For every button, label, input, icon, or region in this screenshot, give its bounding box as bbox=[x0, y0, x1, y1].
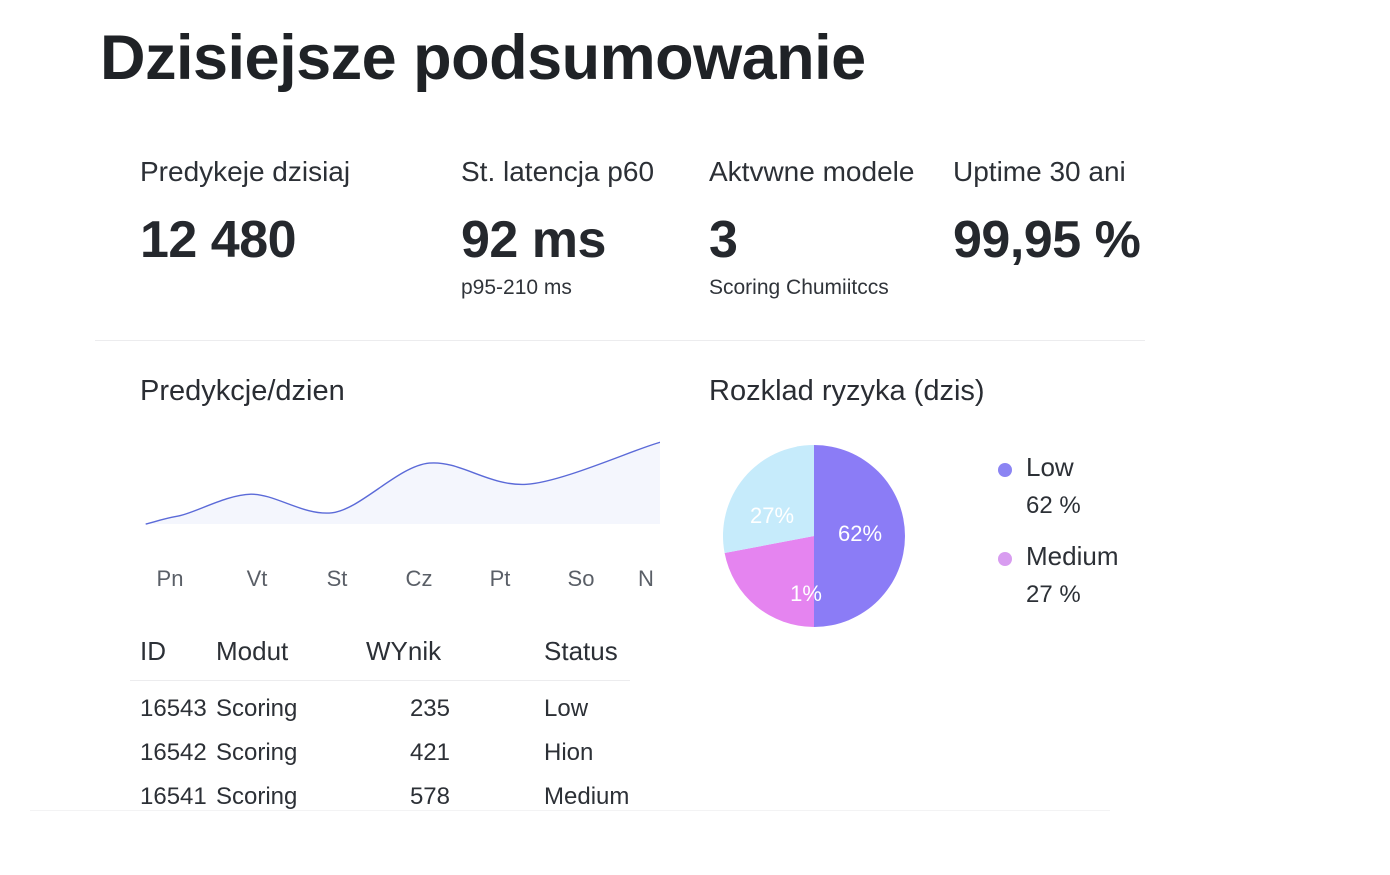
kpi-value: 3 bbox=[709, 211, 738, 269]
x-tick-label: St bbox=[326, 566, 348, 591]
kpi-subtext: p95-210 ms bbox=[461, 276, 572, 299]
kpi-active-models: Aktvwne modele 3 Scoring Chumiitccs bbox=[709, 156, 914, 300]
cell-score: 578 bbox=[409, 783, 450, 810]
cell-model: Scoring bbox=[216, 783, 298, 810]
kpi-label: Uptime 30 ani bbox=[953, 156, 1126, 187]
pie-slice[interactable] bbox=[724, 536, 814, 627]
legend-value: 27 % bbox=[1026, 581, 1081, 608]
table-header-divider bbox=[130, 680, 630, 681]
pie-slice-label: 62% bbox=[838, 521, 882, 546]
pie-slice[interactable] bbox=[722, 445, 814, 554]
cell-id: 16543 bbox=[140, 695, 207, 722]
kpi-latency: St. latencja p60 92 ms p95-210 ms bbox=[461, 156, 654, 300]
cell-score: 235 bbox=[409, 695, 450, 722]
x-tick-label: Pt bbox=[489, 566, 511, 591]
page-title: Dzisiejsze podsumowanie bbox=[100, 23, 866, 93]
x-tick-label: So bbox=[567, 566, 595, 591]
table-header-id[interactable]: ID bbox=[140, 636, 166, 666]
table-header-status[interactable]: Status bbox=[544, 636, 618, 666]
table-bottom-divider bbox=[30, 810, 1110, 811]
x-tick-label: Vt bbox=[246, 566, 268, 591]
cell-model: Scoring bbox=[216, 739, 298, 766]
trend-area bbox=[145, 442, 660, 524]
kpi-uptime: Uptime 30 ani 99,95 % bbox=[953, 156, 1141, 270]
kpi-label: St. latencja p60 bbox=[461, 156, 655, 187]
kpi-predictions-today: Predykeje dzisiaj 12 480 bbox=[140, 156, 350, 270]
table-row[interactable]: 16543 Scoring 235 Low bbox=[0, 695, 700, 735]
trend-title: Predykcje/dzien bbox=[140, 375, 345, 407]
pie-slice-label: 27% bbox=[750, 503, 794, 528]
cell-status: Low bbox=[544, 695, 589, 722]
x-tick-label: Cz bbox=[405, 566, 433, 591]
risk-title: Rozklad ryzyka (dzis) bbox=[709, 375, 985, 407]
kpi-value: 92 ms bbox=[461, 211, 606, 269]
cell-score: 421 bbox=[409, 739, 450, 766]
table-header-score[interactable]: WYnik bbox=[366, 636, 442, 666]
pie-slice-label: 1% bbox=[790, 581, 822, 606]
kpi-value: 99,95 % bbox=[953, 211, 1141, 269]
kpi-divider bbox=[95, 340, 1145, 341]
kpi-label: Aktvwne modele bbox=[709, 156, 915, 187]
table-header-model[interactable]: Modut bbox=[216, 636, 289, 666]
cell-status: Hion bbox=[544, 739, 594, 766]
kpi-subtext: Scoring Chumiitccs bbox=[709, 276, 889, 299]
legend-name: Low bbox=[1026, 452, 1074, 482]
table-row[interactable]: 16542 Scoring 421 Hion bbox=[0, 739, 700, 779]
cell-id: 16542 bbox=[140, 739, 207, 766]
pie-slice[interactable] bbox=[814, 445, 905, 627]
legend-dot-icon bbox=[998, 463, 1012, 477]
legend-dot-icon bbox=[998, 552, 1012, 566]
table-row[interactable]: 16541 Scoring 578 Medium bbox=[0, 783, 700, 823]
legend-value: 62 % bbox=[1026, 492, 1081, 519]
legend-name: Medium bbox=[1026, 541, 1119, 571]
trend-line bbox=[145, 441, 660, 525]
cell-id: 16541 bbox=[140, 783, 207, 810]
predictions-line-chart bbox=[145, 441, 660, 525]
cell-status: Medium bbox=[544, 783, 630, 810]
kpi-value: 12 480 bbox=[140, 211, 297, 269]
x-tick-label: N bbox=[638, 566, 654, 591]
cell-model: Scoring bbox=[216, 695, 298, 722]
risk-pie-chart: 62% 1% 27% bbox=[722, 445, 905, 627]
x-tick-label: Pn bbox=[156, 566, 184, 591]
kpi-label: Predykeje dzisiaj bbox=[140, 156, 351, 187]
